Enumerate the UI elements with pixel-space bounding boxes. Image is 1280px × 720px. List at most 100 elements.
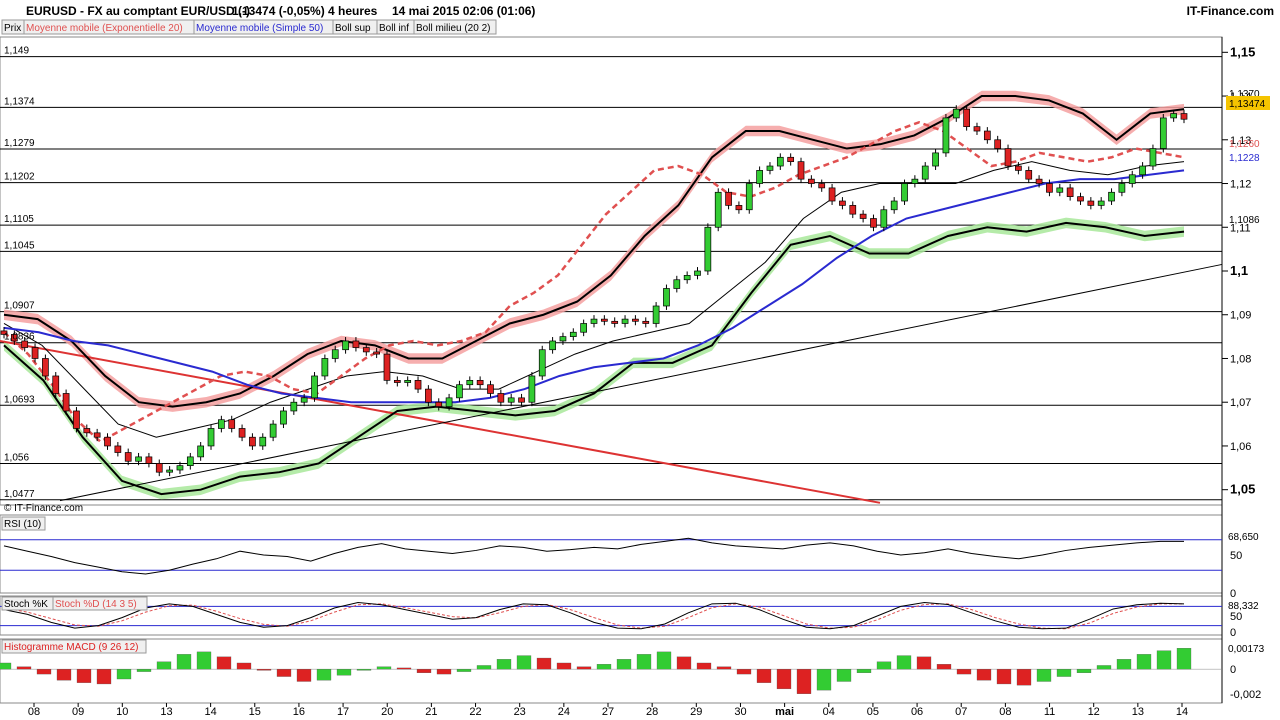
- x-tick-label: 29: [690, 706, 702, 718]
- x-tick-label: 08: [28, 706, 40, 718]
- indicator-lines: [0, 95, 1223, 504]
- macd-bar: [416, 668, 432, 674]
- macd-bar: [156, 661, 172, 670]
- downtrend-line: [0, 339, 881, 504]
- candle-body: [963, 108, 970, 128]
- candle-body: [1004, 148, 1012, 167]
- candle-body: [321, 358, 329, 377]
- candle-body: [735, 205, 743, 211]
- macd-bar: [296, 668, 312, 682]
- macd-bar: [636, 654, 652, 670]
- candle-body: [776, 156, 784, 167]
- candle-body: [1108, 191, 1115, 202]
- macd-bar: [436, 668, 452, 675]
- macd-bar: [756, 668, 772, 683]
- x-tick-label: 22: [469, 706, 481, 718]
- level-label: 1,0907: [4, 301, 35, 312]
- candle-body: [663, 288, 670, 307]
- legend-prix: Prix: [4, 23, 21, 34]
- macd-bar: [1156, 650, 1172, 670]
- candle-body: [207, 428, 215, 447]
- x-tick-label: 28: [646, 706, 658, 718]
- level-label: 1,1374: [4, 96, 35, 107]
- level-label: 1,1202: [4, 172, 35, 183]
- candle-body: [549, 340, 556, 351]
- candle-body: [362, 347, 370, 353]
- candle-body: [890, 200, 898, 211]
- stoch-d-title: Stoch %D (14 3 5): [55, 599, 137, 610]
- rsi-line: [3, 537, 1184, 575]
- candle-body: [652, 305, 660, 324]
- x-tick-label: 16: [293, 706, 305, 718]
- macd-bar: [256, 668, 272, 671]
- candle-body: [1097, 200, 1105, 206]
- x-tick-label: 09: [72, 706, 84, 718]
- macd-bar: [676, 656, 692, 670]
- macd-bar: [996, 668, 1012, 685]
- candle-body: [704, 226, 712, 272]
- macd-bar: [336, 668, 352, 676]
- macd-bar: [1076, 668, 1092, 674]
- candle-body: [21, 340, 29, 348]
- candle-body: [62, 393, 70, 412]
- candle-body: [228, 419, 236, 429]
- ema20-line: [3, 120, 1185, 444]
- candle-body: [1139, 165, 1146, 176]
- candle-body: [176, 465, 184, 471]
- candle-body: [1149, 148, 1157, 167]
- candle-body: [849, 205, 857, 215]
- candle-body: [466, 379, 474, 386]
- level-label: 1,056: [4, 452, 29, 463]
- candle-body: [870, 218, 877, 228]
- candle-body: [1077, 196, 1084, 202]
- macd-bar: [596, 664, 612, 670]
- candle-body: [93, 432, 101, 438]
- macd-bar: [916, 656, 932, 670]
- stoch-axis-label: 0: [1230, 627, 1236, 639]
- legend: Prix Moyenne mobile (Exponentielle 20) M…: [1, 19, 497, 35]
- candle-body: [445, 397, 453, 407]
- candle-body: [331, 349, 339, 359]
- macd-bar: [1176, 648, 1192, 670]
- stoch-k-title: Stoch %K: [4, 599, 48, 610]
- x-tick-label: 11: [1044, 706, 1055, 718]
- candle-body: [114, 445, 122, 453]
- x-tick-label: 13: [160, 706, 172, 718]
- macd-bar: [356, 668, 372, 671]
- macd-bar: [516, 655, 532, 670]
- candle-body: [352, 340, 360, 348]
- macd-bar: [1116, 659, 1132, 670]
- candle-body: [518, 397, 525, 403]
- candle-body: [901, 183, 908, 202]
- grid-layer: [0, 36, 1223, 704]
- candle-body: [952, 108, 960, 119]
- candle-body: [621, 318, 629, 324]
- macd-axis-label: -0,002: [1230, 689, 1261, 701]
- candle-body: [373, 351, 380, 355]
- legend-sma50: Moyenne mobile (Simple 50): [196, 23, 323, 34]
- x-tick-label: 13: [1132, 706, 1144, 718]
- level-label: 1,149: [4, 46, 29, 57]
- candle-body: [528, 375, 536, 403]
- panel-frame: [0, 514, 1223, 594]
- candle-body: [859, 213, 867, 219]
- macd-bar: [1056, 668, 1072, 677]
- macd-bar: [836, 668, 852, 682]
- macd-bar: [1096, 665, 1112, 670]
- macd-bar: [136, 668, 152, 672]
- candle-body: [259, 436, 267, 447]
- last-price: 1,13474 (-0,05%): [232, 4, 325, 18]
- y-tick-label: 1,11: [1230, 222, 1251, 234]
- sma50-line: [3, 169, 1185, 404]
- chart-title: EURUSD - FX au comptant EUR/USD (-): [26, 4, 250, 18]
- candle-body: [414, 379, 422, 390]
- y-tick-label: 1,09: [1230, 310, 1251, 322]
- macd-bar: [736, 668, 752, 675]
- macd-bar: [456, 668, 472, 672]
- annotation-ema: 1,1260: [1229, 139, 1260, 150]
- x-tick-label: 06: [911, 706, 923, 718]
- x-tick-label: 30: [734, 706, 746, 718]
- macd-bar: [536, 657, 552, 670]
- boll-middle-line: [3, 161, 1185, 438]
- candle-body: [311, 375, 318, 399]
